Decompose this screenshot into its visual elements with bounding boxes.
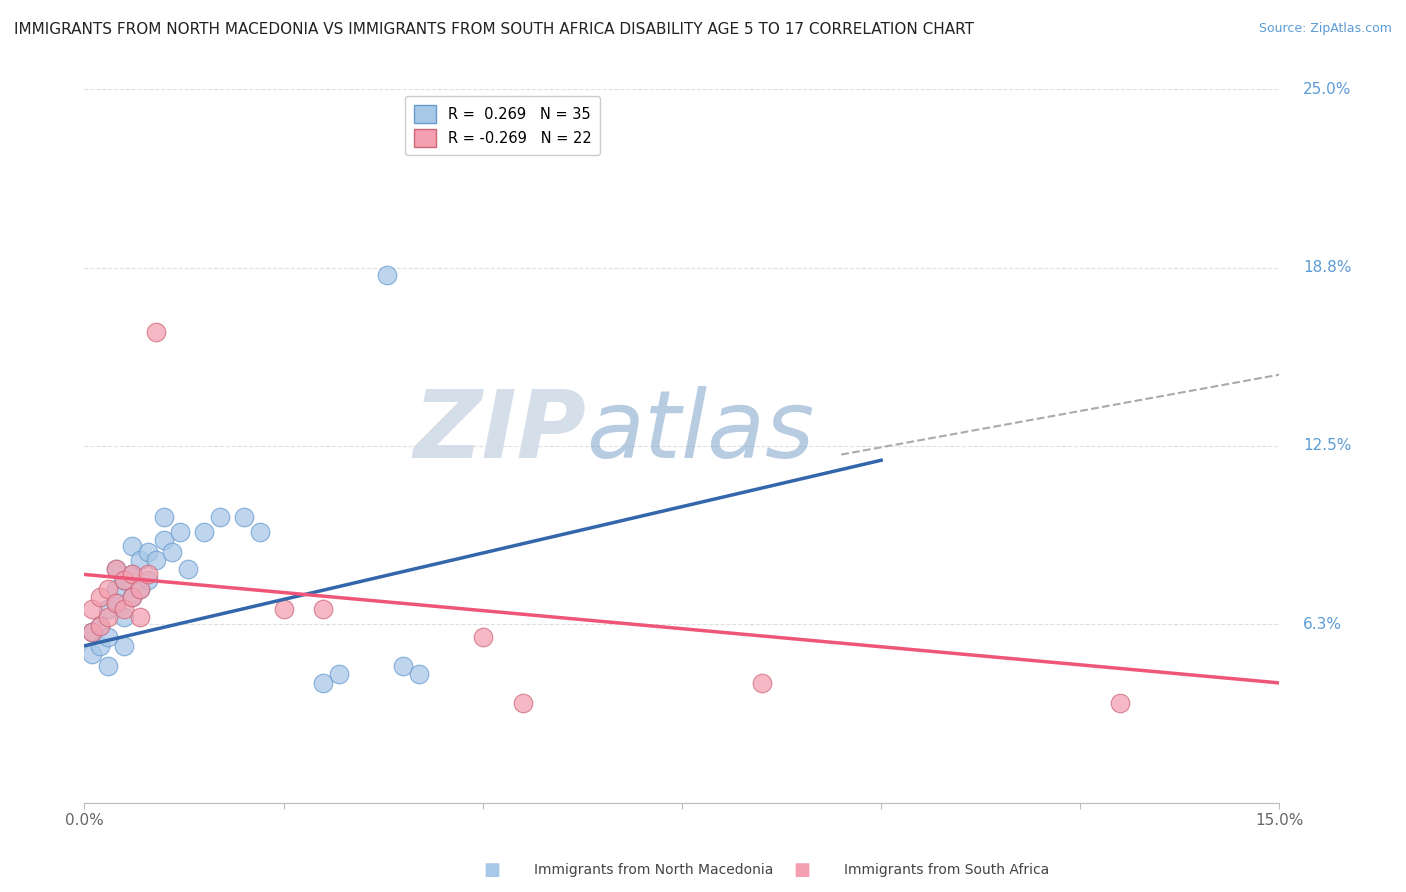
Point [82,601,104,615]
Point [153,533,176,548]
Text: 25.0%: 25.0% [1303,82,1351,96]
Point [97,630,120,644]
Point [145,553,167,567]
Point [193,524,215,539]
Point [177,562,200,576]
Point [136,544,159,558]
Text: ■: ■ [793,861,810,879]
Point [82,648,104,662]
Point [145,325,167,339]
Point [89,619,111,633]
Point [471,630,494,644]
Point [105,562,128,576]
Point [105,596,128,610]
Text: Immigrants from South Africa: Immigrants from South Africa [844,863,1049,877]
Point [512,696,534,710]
Point [169,524,191,539]
Point [375,268,398,282]
Point [153,510,176,524]
Text: 12.5%: 12.5% [1303,439,1351,453]
Point [121,591,143,605]
Point [97,582,120,596]
Text: 6.3%: 6.3% [1303,617,1343,632]
Point [112,610,135,624]
Text: Source: ZipAtlas.com: Source: ZipAtlas.com [1258,22,1392,36]
Point [112,639,135,653]
Point [136,573,159,587]
Point [105,582,128,596]
Point [97,658,120,673]
Point [160,544,183,558]
Point [129,610,152,624]
Point [121,567,143,582]
Point [105,596,128,610]
Text: atlas: atlas [586,386,814,477]
Point [97,610,120,624]
Point [129,582,152,596]
Point [89,591,111,605]
Point [121,539,143,553]
Point [208,510,231,524]
Text: IMMIGRANTS FROM NORTH MACEDONIA VS IMMIGRANTS FROM SOUTH AFRICA DISABILITY AGE 5: IMMIGRANTS FROM NORTH MACEDONIA VS IMMIG… [14,22,974,37]
Point [89,639,111,653]
Point [408,667,430,681]
Point [82,624,104,639]
Text: 18.8%: 18.8% [1303,260,1351,275]
Point [232,510,254,524]
Point [273,601,295,615]
Text: ■: ■ [484,861,501,879]
Point [312,601,335,615]
Point [249,524,271,539]
Point [129,582,152,596]
Point [82,624,104,639]
Point [129,553,152,567]
Point [112,573,135,587]
Point [392,658,415,673]
Point [328,667,350,681]
Point [121,567,143,582]
Point [105,562,128,576]
Point [751,676,773,690]
Legend: R =  0.269   N = 35, R = -0.269   N = 22: R = 0.269 N = 35, R = -0.269 N = 22 [405,96,600,155]
Point [112,601,135,615]
Text: Immigrants from North Macedonia: Immigrants from North Macedonia [534,863,773,877]
Text: ZIP: ZIP [413,385,586,478]
Point [136,567,159,582]
Point [97,601,120,615]
Point [121,591,143,605]
Point [112,573,135,587]
Point [89,619,111,633]
Point [312,676,335,690]
Point [1109,696,1132,710]
